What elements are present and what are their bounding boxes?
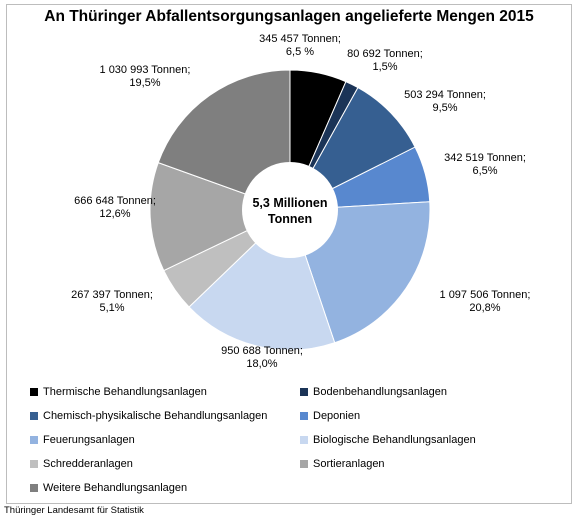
data-label: 1,5% [372,61,397,73]
data-label: 666 648 Tonnen; [74,195,156,207]
data-label: 19,5% [129,77,160,89]
legend-swatch [300,412,308,420]
legend-label: Deponien [313,410,361,422]
donut-hole [242,162,338,258]
data-label: 267 397 Tonnen; [71,289,153,301]
legend-label: Thermische Behandlungsanlagen [43,386,207,398]
legend-swatch [30,412,38,420]
legend: Thermische Behandlungsanlagen Bodenbehand… [30,384,560,496]
pie-slice [157,69,291,211]
legend-label: Biologische Behandlungsanlagen [313,434,476,446]
legend-item: Thermische Behandlungsanlagen [30,384,300,400]
chart-title: An Thüringer Abfallentsorgungsanlagen an… [44,8,534,25]
data-label: 5,1% [99,302,124,314]
legend-swatch [300,460,308,468]
legend-swatch [300,436,308,444]
data-label: 342 519 Tonnen; [444,152,526,164]
legend-swatch [300,388,308,396]
center-label-line2: Tonnen [268,212,312,226]
pie-slice [149,161,292,272]
legend-item: Biologische Behandlungsanlagen [300,432,560,448]
pie-chart: 5,3 Millionen Tonnen 345 457 Tonnen;6,5 … [71,33,531,370]
legend-item: Weitere Behandlungsanlagen [30,480,300,496]
legend-item: Feuerungsanlagen [30,432,300,448]
data-label: 6,5 % [286,46,314,58]
legend-label: Feuerungsanlagen [43,434,135,446]
data-label: 950 688 Tonnen; [221,345,303,357]
legend-item: Deponien [300,408,560,424]
data-label: 1 030 993 Tonnen; [100,64,191,76]
data-label: 12,6% [99,208,130,220]
data-label: 6,5% [472,165,497,177]
data-label: 9,5% [432,102,457,114]
data-label: 1 097 506 Tonnen; [440,289,531,301]
legend-label: Chemisch-physikalische Behandlungsanlage… [43,410,268,422]
legend-swatch [30,460,38,468]
chart-frame [6,4,572,504]
legend-swatch [30,388,38,396]
data-label: 80 692 Tonnen; [347,48,423,60]
legend-label: Sortieranlagen [313,458,385,470]
legend-swatch [30,436,38,444]
legend-item: Chemisch-physikalische Behandlungsanlage… [30,408,300,424]
legend-item: Schredderanlagen [30,456,300,472]
data-label: 345 457 Tonnen; [259,33,341,45]
legend-item: Bodenbehandlungsanlagen [300,384,560,400]
legend-item: Sortieranlagen [300,456,560,472]
legend-swatch [30,484,38,492]
legend-label: Schredderanlagen [43,458,133,470]
center-label-line1: 5,3 Millionen [252,196,327,210]
source-note: Thüringer Landesamt für Statistik [4,505,144,516]
data-label: 503 294 Tonnen; [404,89,486,101]
legend-label: Bodenbehandlungsanlagen [313,386,447,398]
legend-label: Weitere Behandlungsanlagen [43,482,188,494]
data-label: 18,0% [246,358,277,370]
data-label: 20,8% [469,302,500,314]
